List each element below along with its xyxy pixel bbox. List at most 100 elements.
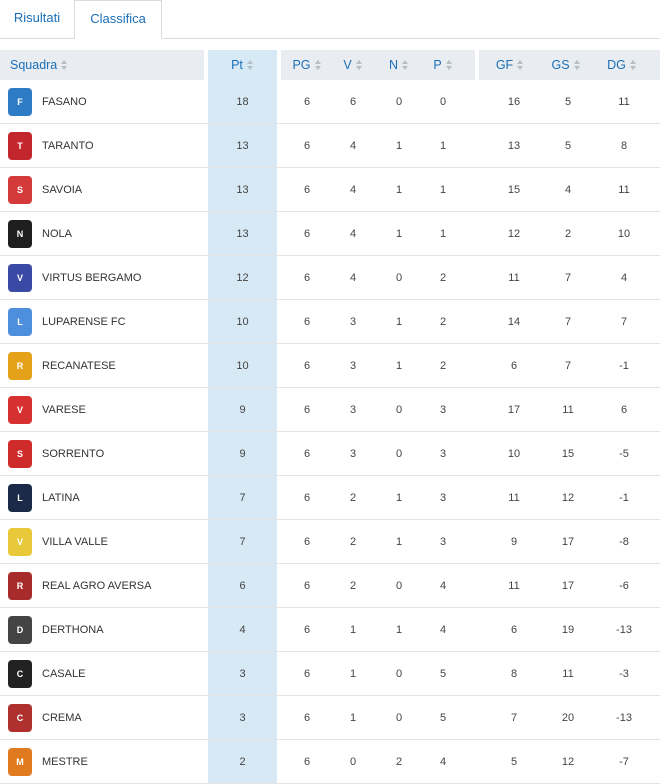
header-n[interactable]: N — [374, 50, 424, 80]
header-v[interactable]: V — [328, 50, 378, 80]
cell-pg: 6 — [303, 96, 311, 108]
cell-v: 1 — [349, 712, 357, 724]
cell-n: 0 — [395, 712, 403, 724]
cell-v: 3 — [349, 404, 357, 416]
team-name: NOLA — [42, 228, 72, 240]
cell-pg: 6 — [303, 668, 311, 680]
cell-v: 2 — [349, 536, 357, 548]
table-row[interactable]: M MESTRE 2 6 0 2 4 5 12 -7 — [0, 740, 660, 784]
cell-pt: 9 — [239, 404, 246, 416]
cell-v: 0 — [349, 756, 357, 768]
table-row[interactable]: V VILLA VALLE 7 6 2 1 3 9 17 -8 — [0, 520, 660, 564]
table-row[interactable]: V VIRTUS BERGAMO 12 6 4 0 2 11 7 4 — [0, 256, 660, 300]
table-row[interactable]: T TARANTO 13 6 4 1 1 13 5 8 — [0, 124, 660, 168]
team-cell: V VARESE — [8, 388, 86, 432]
header-label: DG — [607, 58, 626, 72]
cell-dg: 7 — [620, 316, 628, 328]
header-p[interactable]: P — [418, 50, 468, 80]
pt-column-highlight — [208, 608, 277, 651]
cell-p: 3 — [439, 448, 447, 460]
cell-dg: -3 — [619, 668, 629, 680]
cell-pt: 10 — [236, 360, 249, 372]
cell-p: 2 — [439, 360, 447, 372]
header-squadra[interactable]: Squadra — [10, 50, 68, 80]
cell-p: 5 — [439, 668, 447, 680]
table-row[interactable]: D DERTHONA 4 6 1 1 4 6 19 -13 — [0, 608, 660, 652]
pt-column-highlight — [208, 388, 277, 431]
sort-icon — [573, 59, 581, 70]
cell-gs: 11 — [562, 404, 574, 416]
cell-p: 4 — [439, 580, 447, 592]
cell-n: 0 — [395, 272, 403, 284]
cell-n: 1 — [395, 184, 403, 196]
team-logo-icon: S — [8, 176, 32, 204]
cell-v: 1 — [349, 624, 357, 636]
cell-gf: 14 — [507, 316, 521, 328]
cell-dg: 11 — [618, 184, 630, 196]
header-dg[interactable]: DG — [594, 50, 650, 80]
header-gf[interactable]: GF — [482, 50, 538, 80]
cell-n: 1 — [395, 624, 403, 636]
header-label: Squadra — [10, 58, 58, 72]
table-row[interactable]: V VARESE 9 6 3 0 3 17 11 6 — [0, 388, 660, 432]
team-logo-icon: V — [8, 396, 32, 424]
table-row[interactable]: L LUPARENSE FC 10 6 3 1 2 14 7 7 — [0, 300, 660, 344]
cell-gf: 9 — [510, 536, 518, 548]
table-row[interactable]: S SORRENTO 9 6 3 0 3 10 15 -5 — [0, 432, 660, 476]
team-name: RECANATESE — [42, 360, 116, 372]
cell-p: 2 — [439, 316, 447, 328]
header-label: V — [343, 58, 352, 72]
cell-gs: 7 — [564, 360, 572, 372]
table-row[interactable]: R RECANATESE 10 6 3 1 2 6 7 -1 — [0, 344, 660, 388]
team-name: VIRTUS BERGAMO — [42, 272, 142, 284]
cell-v: 3 — [349, 448, 357, 460]
cell-pg: 6 — [303, 228, 311, 240]
table-row[interactable]: C CASALE 3 6 1 0 5 8 11 -3 — [0, 652, 660, 696]
team-logo-icon: T — [8, 132, 32, 160]
sort-icon — [517, 59, 524, 70]
table-row[interactable]: F FASANO 18 6 6 0 0 16 5 11 — [0, 80, 660, 124]
cell-v: 3 — [349, 316, 357, 328]
cell-gf: 12 — [507, 228, 521, 240]
cell-pt: 7 — [239, 492, 246, 504]
team-cell: L LATINA — [8, 476, 80, 520]
cell-pt: 2 — [239, 756, 246, 768]
cell-dg: -7 — [619, 756, 629, 768]
table-row[interactable]: L LATINA 7 6 2 1 3 11 12 -1 — [0, 476, 660, 520]
pt-column-highlight — [208, 168, 277, 211]
cell-pg: 6 — [303, 624, 311, 636]
tab-bar: Risultati Classifica — [0, 0, 660, 39]
cell-dg: 11 — [618, 96, 630, 108]
cell-pt: 6 — [239, 580, 246, 592]
pt-column-highlight — [208, 344, 277, 387]
table-row[interactable]: R REAL AGRO AVERSA 6 6 2 0 4 11 17 -6 — [0, 564, 660, 608]
cell-pg: 6 — [303, 360, 311, 372]
cell-dg: 4 — [620, 272, 628, 284]
pt-column-highlight — [208, 696, 277, 739]
table-row[interactable]: C CREMA 3 6 1 0 5 7 20 -13 — [0, 696, 660, 740]
cell-pg: 6 — [303, 712, 311, 724]
cell-pt: 13 — [236, 184, 249, 196]
cell-gs: 4 — [564, 184, 572, 196]
cell-pg: 6 — [303, 316, 311, 328]
cell-pg: 6 — [303, 184, 311, 196]
header-pg[interactable]: PG — [280, 50, 334, 80]
header-gs[interactable]: GS — [538, 50, 594, 80]
header-pt[interactable]: Pt — [208, 50, 277, 80]
cell-pg: 6 — [303, 272, 311, 284]
cell-pt: 9 — [239, 448, 246, 460]
table-row[interactable]: N NOLA 13 6 4 1 1 12 2 10 — [0, 212, 660, 256]
tab-classifica[interactable]: Classifica — [74, 0, 162, 39]
cell-gf: 10 — [507, 448, 521, 460]
table-row[interactable]: S SAVOIA 13 6 4 1 1 15 4 11 — [0, 168, 660, 212]
tab-risultati[interactable]: Risultati — [13, 10, 61, 25]
team-cell: M MESTRE — [8, 740, 88, 784]
cell-gf: 11 — [508, 492, 520, 504]
cell-p: 3 — [439, 492, 447, 504]
sort-icon — [445, 59, 453, 70]
cell-gs: 17 — [561, 536, 575, 548]
team-cell: R REAL AGRO AVERSA — [8, 564, 151, 608]
cell-dg: -6 — [619, 580, 629, 592]
team-logo-icon: M — [8, 748, 32, 776]
cell-p: 2 — [439, 272, 447, 284]
